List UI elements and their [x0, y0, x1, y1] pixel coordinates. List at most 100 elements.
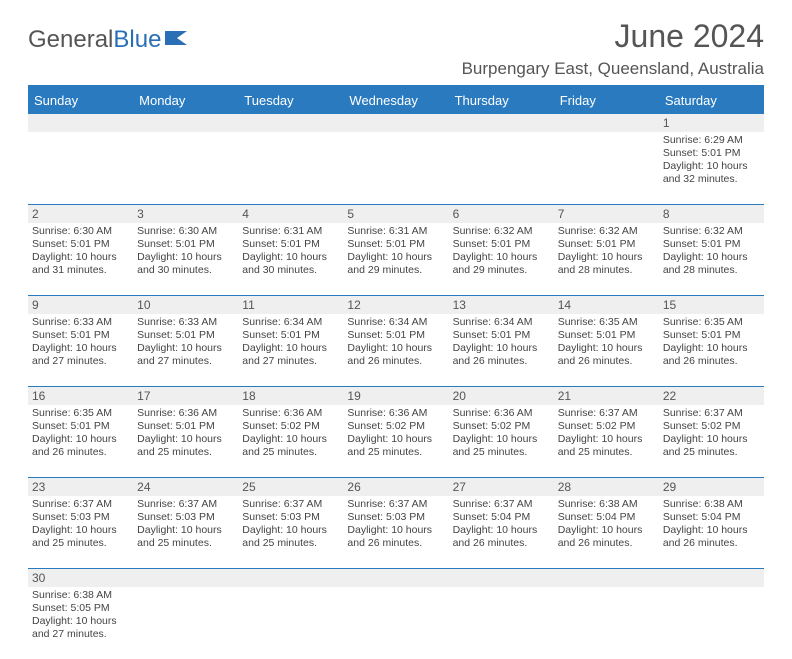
daylight-text: and 29 minutes.	[347, 264, 444, 277]
daylight-text: Daylight: 10 hours	[663, 433, 760, 446]
day-number: 6	[449, 205, 554, 223]
daylight-text: Daylight: 10 hours	[453, 251, 550, 264]
daynum-row: 9101112131415	[28, 296, 764, 314]
daynum-row: 30	[28, 569, 764, 587]
day-number: 19	[343, 387, 448, 405]
day-number: 9	[28, 296, 133, 314]
day-number: 2	[28, 205, 133, 223]
sunset-text: Sunset: 5:03 PM	[242, 511, 339, 524]
week-row: Sunrise: 6:29 AMSunset: 5:01 PMDaylight:…	[28, 132, 764, 205]
weekday-label: Monday	[133, 87, 238, 114]
month-title: June 2024	[462, 18, 764, 55]
daylight-text: Daylight: 10 hours	[663, 251, 760, 264]
day-cell: Sunrise: 6:34 AMSunset: 5:01 PMDaylight:…	[343, 314, 448, 386]
daylight-text: and 27 minutes.	[242, 355, 339, 368]
daylight-text: and 25 minutes.	[32, 537, 129, 550]
day-cell	[28, 132, 133, 204]
day-cell: Sunrise: 6:37 AMSunset: 5:04 PMDaylight:…	[449, 496, 554, 568]
daylight-text: and 26 minutes.	[663, 537, 760, 550]
day-number: 23	[28, 478, 133, 496]
sunrise-text: Sunrise: 6:36 AM	[137, 407, 234, 420]
location-text: Burpengary East, Queensland, Australia	[462, 59, 764, 79]
sunset-text: Sunset: 5:01 PM	[32, 420, 129, 433]
daylight-text: and 27 minutes.	[32, 628, 129, 641]
sunrise-text: Sunrise: 6:36 AM	[347, 407, 444, 420]
title-block: June 2024 Burpengary East, Queensland, A…	[462, 18, 764, 79]
day-number	[343, 569, 448, 587]
sunrise-text: Sunrise: 6:38 AM	[663, 498, 760, 511]
flag-icon	[165, 26, 191, 54]
day-cell	[133, 587, 238, 659]
day-number	[28, 114, 133, 132]
day-number	[238, 114, 343, 132]
sunset-text: Sunset: 5:02 PM	[663, 420, 760, 433]
week-row: Sunrise: 6:33 AMSunset: 5:01 PMDaylight:…	[28, 314, 764, 387]
day-number: 13	[449, 296, 554, 314]
weekday-header: Sunday Monday Tuesday Wednesday Thursday…	[28, 87, 764, 114]
sunrise-text: Sunrise: 6:32 AM	[453, 225, 550, 238]
daylight-text: and 26 minutes.	[453, 537, 550, 550]
day-number: 24	[133, 478, 238, 496]
sunrise-text: Sunrise: 6:35 AM	[663, 316, 760, 329]
daylight-text: Daylight: 10 hours	[453, 433, 550, 446]
day-cell: Sunrise: 6:32 AMSunset: 5:01 PMDaylight:…	[449, 223, 554, 295]
daylight-text: Daylight: 10 hours	[137, 433, 234, 446]
week-row: Sunrise: 6:35 AMSunset: 5:01 PMDaylight:…	[28, 405, 764, 478]
day-cell: Sunrise: 6:32 AMSunset: 5:01 PMDaylight:…	[554, 223, 659, 295]
day-cell: Sunrise: 6:32 AMSunset: 5:01 PMDaylight:…	[659, 223, 764, 295]
sunset-text: Sunset: 5:04 PM	[558, 511, 655, 524]
brand-text-1: General	[28, 26, 113, 54]
sunset-text: Sunset: 5:01 PM	[663, 238, 760, 251]
sunrise-text: Sunrise: 6:31 AM	[347, 225, 444, 238]
weekday-label: Friday	[554, 87, 659, 114]
daylight-text: and 26 minutes.	[347, 355, 444, 368]
sunrise-text: Sunrise: 6:30 AM	[137, 225, 234, 238]
daynum-row: 23242526272829	[28, 478, 764, 496]
sunrise-text: Sunrise: 6:37 AM	[558, 407, 655, 420]
sunset-text: Sunset: 5:01 PM	[663, 147, 760, 160]
daylight-text: and 29 minutes.	[453, 264, 550, 277]
page-header: GeneralBlue June 2024 Burpengary East, Q…	[28, 18, 764, 79]
day-number: 22	[659, 387, 764, 405]
sunrise-text: Sunrise: 6:33 AM	[137, 316, 234, 329]
week-row: Sunrise: 6:37 AMSunset: 5:03 PMDaylight:…	[28, 496, 764, 569]
day-cell: Sunrise: 6:37 AMSunset: 5:03 PMDaylight:…	[343, 496, 448, 568]
brand-logo: GeneralBlue	[28, 18, 191, 54]
sunrise-text: Sunrise: 6:33 AM	[32, 316, 129, 329]
day-number: 5	[343, 205, 448, 223]
weekday-label: Thursday	[449, 87, 554, 114]
sunrise-text: Sunrise: 6:37 AM	[242, 498, 339, 511]
daynum-row: 1	[28, 114, 764, 132]
sunrise-text: Sunrise: 6:36 AM	[453, 407, 550, 420]
daylight-text: Daylight: 10 hours	[558, 251, 655, 264]
daylight-text: Daylight: 10 hours	[137, 251, 234, 264]
day-number: 27	[449, 478, 554, 496]
day-number: 21	[554, 387, 659, 405]
sunset-text: Sunset: 5:02 PM	[242, 420, 339, 433]
sunrise-text: Sunrise: 6:37 AM	[663, 407, 760, 420]
day-number	[449, 569, 554, 587]
daylight-text: and 26 minutes.	[347, 537, 444, 550]
day-number: 16	[28, 387, 133, 405]
day-number: 7	[554, 205, 659, 223]
day-cell: Sunrise: 6:31 AMSunset: 5:01 PMDaylight:…	[238, 223, 343, 295]
daylight-text: Daylight: 10 hours	[242, 342, 339, 355]
day-number	[554, 569, 659, 587]
day-number	[449, 114, 554, 132]
day-number: 25	[238, 478, 343, 496]
daylight-text: Daylight: 10 hours	[663, 160, 760, 173]
day-cell	[133, 132, 238, 204]
daylight-text: Daylight: 10 hours	[32, 615, 129, 628]
daylight-text: Daylight: 10 hours	[347, 433, 444, 446]
day-cell: Sunrise: 6:33 AMSunset: 5:01 PMDaylight:…	[133, 314, 238, 386]
day-cell: Sunrise: 6:30 AMSunset: 5:01 PMDaylight:…	[28, 223, 133, 295]
day-cell: Sunrise: 6:34 AMSunset: 5:01 PMDaylight:…	[238, 314, 343, 386]
daylight-text: Daylight: 10 hours	[242, 433, 339, 446]
sunset-text: Sunset: 5:01 PM	[137, 238, 234, 251]
sunset-text: Sunset: 5:01 PM	[32, 238, 129, 251]
day-number: 29	[659, 478, 764, 496]
weekday-label: Wednesday	[343, 87, 448, 114]
daylight-text: Daylight: 10 hours	[242, 524, 339, 537]
day-cell	[659, 587, 764, 659]
day-cell: Sunrise: 6:35 AMSunset: 5:01 PMDaylight:…	[554, 314, 659, 386]
